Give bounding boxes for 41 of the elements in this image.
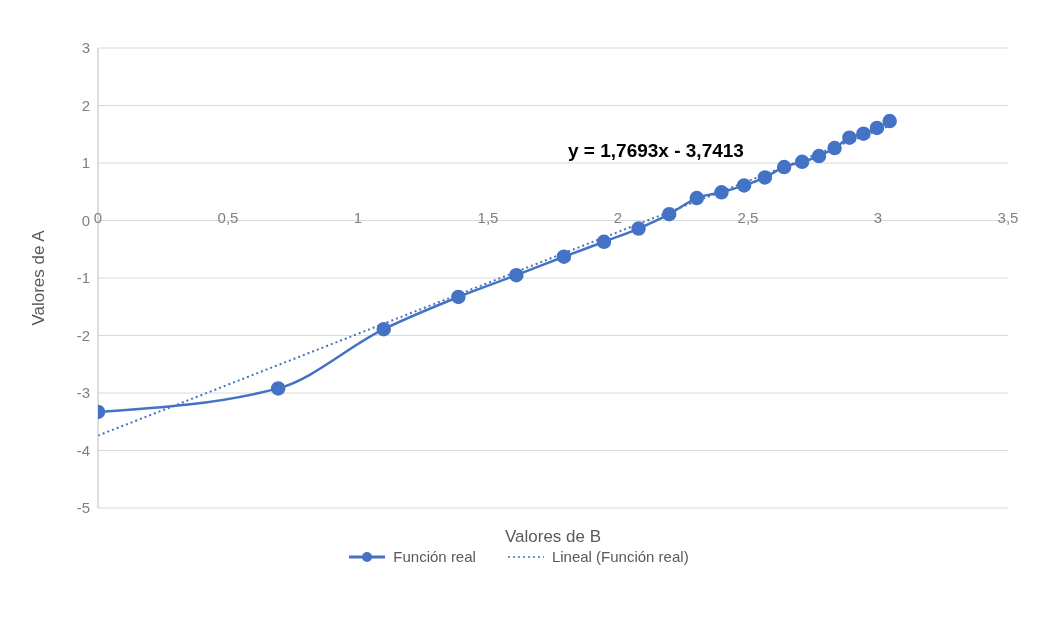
point [661,206,677,222]
point [509,267,524,283]
x-tick-label: 3,5 [997,208,1019,226]
point [556,249,572,264]
point [882,113,897,129]
y-tick-label: 3 [81,39,90,57]
y-tick-label: -5 [76,499,90,517]
y-tick-label: -2 [76,326,90,344]
y-tick-label: 2 [81,96,90,114]
point [827,140,842,156]
point [794,154,810,170]
x-tick-label: 2,5 [737,208,759,226]
y-tick-label: 1 [81,154,90,172]
point [869,120,885,136]
point [451,289,466,305]
point [757,170,773,185]
x-axis-title: Valores de B [504,527,602,546]
y-tick-label: -1 [76,269,90,287]
point [811,148,827,164]
point [842,130,857,145]
point [596,234,612,250]
y-axis-title: Valores de A [29,229,49,326]
y-tick-label: -4 [76,441,90,459]
x-tick-label: 3 [873,208,883,226]
point [776,159,792,175]
legend-label: Función real [392,548,476,565]
x-tick-label: 1,5 [477,208,499,226]
annotation: y = 1,7693x - 3,7413 [568,140,744,162]
point [631,221,646,236]
x-tick-label: 2 [613,208,623,226]
x-tick-label: 0,5 [217,208,239,226]
point [736,178,752,193]
x-tick-label: 1 [353,208,363,226]
point [376,321,391,337]
legend-label: Lineal (Función real) [550,548,689,565]
point [714,185,729,200]
point [689,190,705,206]
point [856,126,871,141]
x-tick-label: 0 [93,208,103,226]
point [270,381,286,396]
y-tick-label: -3 [76,384,90,402]
